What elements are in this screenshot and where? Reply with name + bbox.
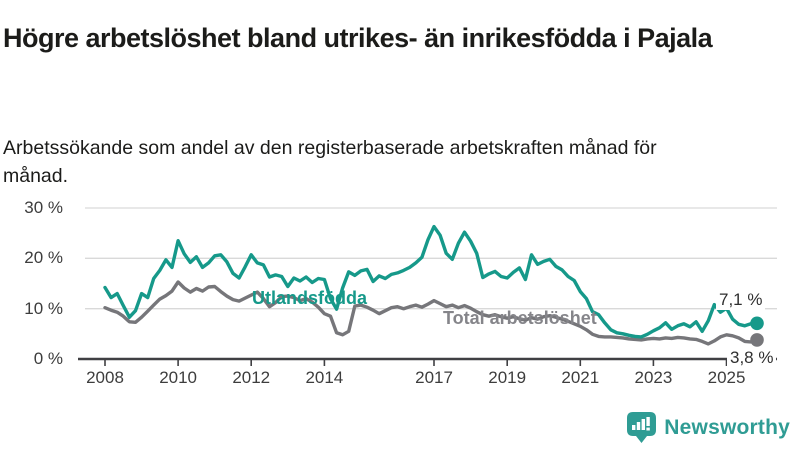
y-axis-label: 30 % — [24, 198, 63, 217]
x-axis-label: 2014 — [305, 368, 344, 387]
x-axis-label: 2008 — [86, 368, 124, 387]
bar-chart-speech-bubble-icon — [627, 412, 657, 443]
utlandsfodda-end-dot — [750, 316, 764, 331]
chart-subtitle: Arbetssökande som andel av den registerb… — [3, 136, 657, 187]
y-axis-label: 20 % — [24, 248, 63, 268]
x-axis-label: 2010 — [159, 368, 198, 387]
x-axis-label: 2017 — [415, 368, 453, 387]
x-axis-label: 2025 — [707, 368, 746, 387]
gridlines — [85, 207, 777, 310]
newsworthy-logo[interactable]: Newsworthy — [627, 412, 790, 444]
series-label-total: Total arbetslöshet — [443, 308, 597, 328]
x-axis-label: 2012 — [232, 368, 271, 387]
end-value-label-total: 3,8 % — [727, 347, 777, 368]
x-axis-label: 2019 — [488, 368, 527, 387]
y-axis-label: 0 % — [33, 349, 63, 368]
total-end-dot — [750, 333, 764, 347]
total-arbetsloshet-line — [103, 280, 759, 346]
x-axis-label: 2023 — [634, 368, 673, 387]
series-label-utlandsfodda: Utlandsfödda — [252, 288, 367, 308]
brand-name: Newsworthy — [664, 416, 790, 439]
page-title: Högre arbetslöshet bland utrikes- än inr… — [3, 23, 713, 54]
utlandsfodda-line — [103, 224, 759, 339]
end-value-label-utlandsfodda: 7,1 % — [716, 290, 766, 311]
x-axis-label: 2021 — [561, 368, 600, 387]
x-axis-tick-marks — [104, 359, 728, 366]
y-axis-label: 10 % — [24, 298, 63, 318]
